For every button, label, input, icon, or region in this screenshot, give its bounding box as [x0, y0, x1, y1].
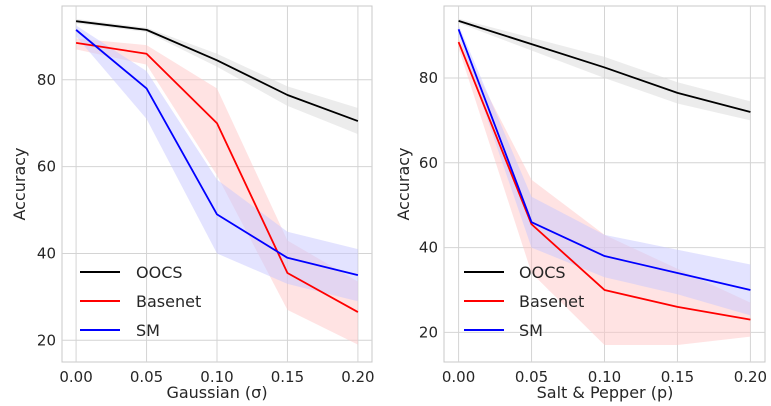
y-axis-label: Accuracy — [394, 147, 413, 220]
y-tick-label: 80 — [419, 69, 438, 87]
x-tick-label: 0.15 — [661, 368, 694, 386]
legend-label-oocs: OOCS — [519, 263, 566, 282]
series-line-basenet — [457, 41, 751, 321]
legend-label-sm: SM — [519, 321, 543, 340]
legend-label-oocs: OOCS — [136, 263, 183, 282]
x-tick-label: 0.20 — [734, 368, 767, 386]
y-tick-labels: 20 40 60 80 — [419, 69, 438, 341]
salt-pepper-panel: 0.00 0.05 0.10 0.15 0.20 20 40 60 80 Salt & Pep… — [394, 5, 767, 402]
legend-label-basenet: Basenet — [519, 292, 584, 311]
y-tick-label: 40 — [37, 244, 56, 262]
y-tick-label: 80 — [37, 71, 56, 89]
series-line-oocs — [75, 20, 359, 122]
x-tick-label: 0.05 — [515, 368, 548, 386]
x-tick-labels: 0.00 0.05 0.10 0.15 0.20 — [59, 368, 374, 386]
y-axis-label: Accuracy — [10, 147, 29, 220]
band-sm — [76, 25, 358, 302]
x-axis-label: Gaussian (σ) — [166, 383, 267, 402]
x-tick-label: 0.10 — [200, 368, 233, 386]
y-tick-labels: 20 40 60 80 — [37, 71, 56, 349]
band-sm — [458, 25, 751, 316]
y-tick-label: 20 — [419, 323, 438, 341]
x-axis-label: Salt & Pepper (p) — [537, 383, 674, 402]
legend-label-sm: SM — [136, 321, 160, 340]
x-tick-label: 0.20 — [341, 368, 374, 386]
x-tick-labels: 0.00 0.05 0.10 0.15 0.20 — [442, 368, 767, 386]
legend: OOCS Basenet SM — [464, 263, 584, 340]
series-lines — [75, 20, 359, 313]
series-line-basenet — [75, 42, 359, 313]
series-line-oocs — [458, 19, 751, 113]
y-tick-label: 20 — [37, 331, 56, 349]
y-tick-label: 40 — [419, 239, 438, 257]
x-tick-label: 0.00 — [442, 368, 475, 386]
band-basenet — [458, 37, 751, 346]
y-tick-label: 60 — [37, 158, 56, 176]
x-tick-label: 0.05 — [130, 368, 163, 386]
x-tick-label: 0.10 — [588, 368, 621, 386]
legend-label-basenet: Basenet — [136, 292, 201, 311]
gaussian-panel: 0.00 0.05 0.10 0.15 0.20 20 40 60 80 Gaussian (… — [10, 5, 375, 402]
series-lines — [457, 19, 751, 321]
confidence-bands — [76, 19, 358, 345]
x-tick-label: 0.00 — [59, 368, 92, 386]
series-line-sm — [457, 28, 751, 291]
x-tick-label: 0.15 — [271, 368, 304, 386]
band-oocs — [76, 19, 358, 135]
y-tick-label: 60 — [419, 154, 438, 172]
series-line-sm — [75, 29, 359, 277]
legend: OOCS Basenet SM — [80, 263, 201, 340]
